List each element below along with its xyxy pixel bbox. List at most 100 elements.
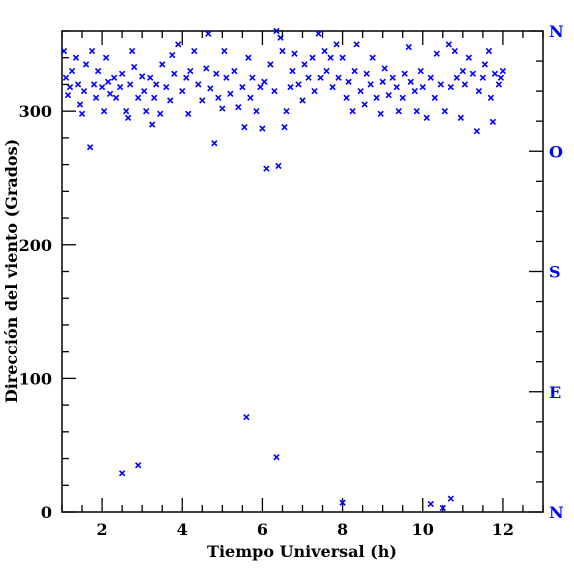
data-point [469, 70, 477, 77]
data-point [167, 97, 174, 104]
data-point [389, 74, 396, 81]
data-point [413, 108, 420, 115]
data-point [243, 413, 250, 421]
data-point [353, 41, 360, 48]
compass-label: S [549, 263, 561, 282]
data-point [88, 47, 96, 55]
data-point [289, 67, 296, 75]
data-point [479, 74, 487, 81]
data-point [104, 78, 112, 85]
data-point [130, 63, 138, 71]
data-point [499, 67, 507, 75]
data-point [259, 125, 266, 132]
data-point [247, 94, 254, 101]
data-point [235, 103, 242, 111]
x-tick-labels: 2 4 6 8 10 12 [97, 520, 515, 539]
data-point [86, 144, 94, 151]
data-point [159, 61, 166, 68]
data-point [423, 114, 430, 122]
x-axis-title: Tiempo Universal (h) [207, 542, 397, 561]
data-point [163, 83, 170, 91]
data-point [273, 454, 280, 461]
x-tick-label: 12 [492, 520, 514, 539]
data-point [261, 78, 268, 85]
data-point [239, 83, 246, 91]
data-point [291, 50, 298, 57]
data-point [427, 74, 434, 81]
data-point [299, 97, 306, 104]
data-point [393, 83, 400, 91]
data-point [271, 87, 278, 95]
compass-labels: N E S O N [549, 22, 564, 522]
data-point [263, 165, 270, 172]
compass-label: E [549, 383, 561, 402]
data-point [227, 90, 234, 97]
data-point [141, 87, 148, 95]
data-point [481, 61, 489, 68]
data-point [395, 108, 402, 115]
data-point [98, 83, 106, 91]
data-point [377, 110, 384, 118]
data-point [80, 87, 88, 95]
data-point [489, 118, 497, 126]
data-point [405, 43, 412, 51]
data-point [122, 108, 130, 115]
data-point [373, 94, 380, 101]
data-point [379, 78, 386, 85]
data-point [66, 83, 74, 91]
data-point [245, 54, 252, 61]
data-point [411, 87, 418, 95]
data-point [281, 124, 288, 131]
data-point [427, 500, 434, 508]
axis-ticks [61, 30, 544, 513]
x-tick-label: 10 [412, 520, 434, 539]
data-point [459, 67, 466, 75]
data-point [118, 70, 126, 77]
data-point [385, 91, 392, 99]
data-point [457, 114, 464, 122]
data-point [249, 74, 256, 81]
plot-frame [61, 30, 544, 513]
data-point [465, 54, 473, 61]
data-point [207, 85, 214, 92]
data-point [441, 108, 448, 115]
x-tick-label: 4 [177, 520, 188, 539]
data-point [257, 83, 264, 91]
data-point [191, 47, 198, 55]
data-point [102, 54, 110, 61]
data-point [78, 110, 86, 118]
data-point [74, 81, 82, 88]
data-point [437, 81, 444, 88]
data-point [64, 91, 72, 99]
data-point [475, 87, 483, 95]
data-point [351, 67, 358, 75]
data-point [153, 81, 160, 88]
data-point [445, 41, 452, 48]
y-tick-label: 0 [41, 503, 52, 522]
data-point [221, 47, 228, 55]
data-point [287, 83, 294, 91]
data-point [187, 67, 194, 75]
data-point [357, 87, 364, 95]
data-point [279, 47, 286, 55]
data-point [60, 47, 68, 55]
y-axis-title: Dirección del viento (Grados) [2, 139, 21, 403]
data-point [147, 74, 154, 81]
data-point [453, 74, 460, 81]
data-point [335, 74, 342, 81]
data-point [487, 94, 495, 101]
data-point [110, 74, 118, 81]
data-point [126, 81, 134, 88]
x-tick-label: 2 [97, 520, 108, 539]
data-point [369, 54, 376, 61]
data-point [323, 67, 330, 75]
data-point [195, 81, 202, 88]
data-point [417, 67, 424, 75]
data-point [339, 54, 346, 61]
compass-label: N [549, 503, 564, 522]
data-point [76, 101, 84, 108]
compass-label: N [549, 22, 564, 41]
data-point [349, 108, 356, 115]
data-point [295, 81, 302, 88]
